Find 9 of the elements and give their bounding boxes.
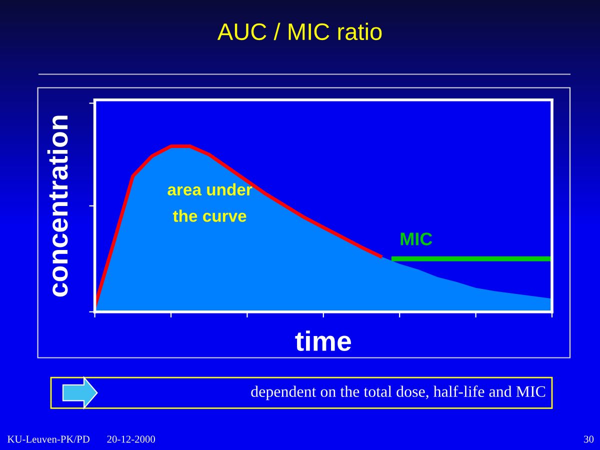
- text: dependent on the total dose, half-life and MIC: [251, 386, 546, 400]
- x-axis-title: time: [295, 330, 352, 352]
- text: 20-12-2000: [107, 436, 156, 443]
- y-axis-title: concentration: [47, 116, 68, 297]
- text: 30: [584, 436, 594, 443]
- annotation: area under the curve: [168, 183, 252, 222]
- ref-line-label: MIC: [400, 232, 432, 246]
- text: KU-Leuven-PK/PD: [8, 436, 90, 443]
- chart-title: AUC / MIC ratio: [217, 22, 382, 40]
